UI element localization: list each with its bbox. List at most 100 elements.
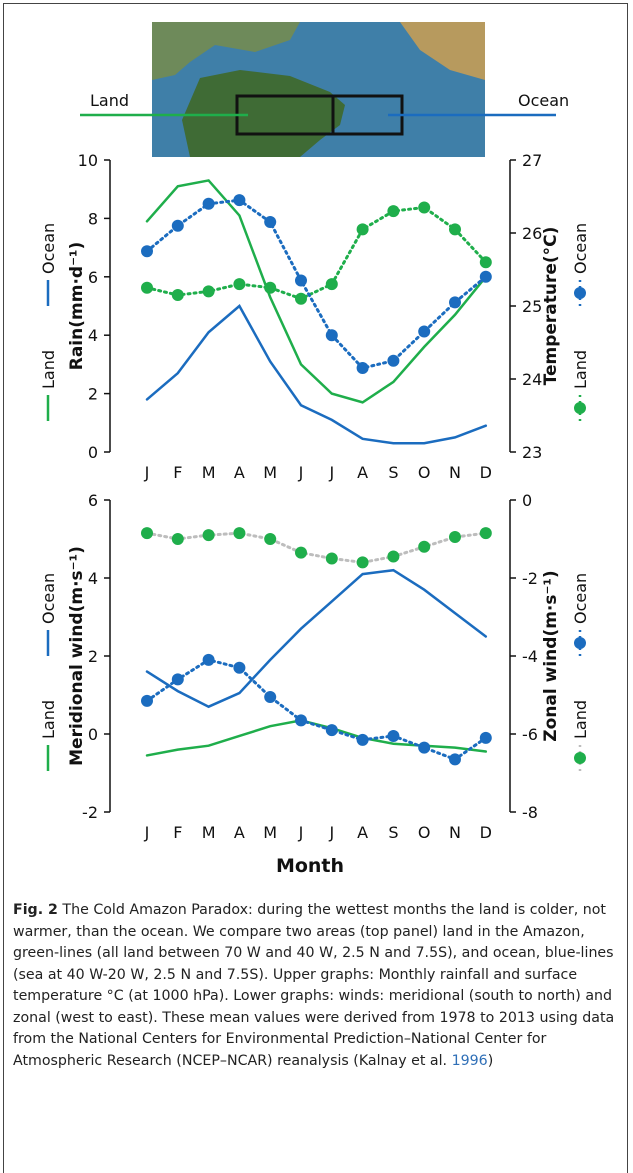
series-marker — [141, 282, 153, 294]
legend-marker — [574, 402, 586, 414]
series-marker — [449, 753, 461, 765]
series-marker — [172, 673, 184, 685]
y-tick-label: 0 — [88, 443, 98, 462]
x-tick-label: J — [298, 463, 304, 482]
x-tick-label: N — [449, 823, 461, 842]
x-tick-label: J — [144, 463, 150, 482]
series-marker — [387, 205, 399, 217]
x-tick-label: O — [418, 823, 431, 842]
y-tick-label: 4 — [88, 569, 98, 588]
series-marker — [264, 691, 276, 703]
map-ocean-label: Ocean — [518, 91, 569, 110]
caption-text: The Cold Amazon Paradox: during the wett… — [13, 902, 614, 1069]
series-marker — [480, 527, 492, 539]
map: Land Ocean — [80, 22, 569, 157]
x-tick-label: J — [328, 463, 334, 482]
series-marker — [233, 527, 245, 539]
legend-label: Ocean — [571, 573, 590, 624]
x-tick-label: A — [357, 463, 368, 482]
y2-tick-label: -2 — [522, 569, 538, 588]
y2-axis-title: Zonal wind(m·s⁻¹) — [541, 570, 561, 741]
y-tick-label: 0 — [88, 725, 98, 744]
series-marker — [141, 695, 153, 707]
series-marker — [480, 732, 492, 744]
x-tick-label: O — [418, 463, 431, 482]
series-marker — [203, 198, 215, 210]
series-line — [147, 207, 486, 298]
series-marker — [264, 216, 276, 228]
series-marker — [326, 553, 338, 565]
series-marker — [264, 282, 276, 294]
x-tick-label: A — [234, 823, 245, 842]
y-axis-title: Meridional wind(m·s⁻¹) — [67, 546, 87, 766]
legend-marker — [574, 287, 586, 299]
series-marker — [203, 285, 215, 297]
y2-tick-label: 0 — [522, 491, 532, 510]
x-tick-label: A — [357, 823, 368, 842]
x-tick-label: J — [298, 823, 304, 842]
x-tick-label: M — [202, 463, 216, 482]
x-tick-label: J — [328, 823, 334, 842]
x-tick-label: M — [263, 823, 277, 842]
series-marker — [449, 296, 461, 308]
y-axis-title: Rain(mm·d⁻¹) — [67, 242, 87, 371]
series-marker — [418, 201, 430, 213]
y-tick-label: 2 — [88, 385, 98, 404]
y-tick-label: 10 — [78, 151, 98, 170]
x-tick-label: S — [388, 823, 398, 842]
series-marker — [357, 362, 369, 374]
series-marker — [172, 220, 184, 232]
series-marker — [233, 194, 245, 206]
x-tick-label: F — [173, 823, 182, 842]
y-tick-label: 6 — [88, 268, 98, 287]
x-tick-label: D — [480, 823, 492, 842]
x-tick-label: S — [388, 463, 398, 482]
series-marker — [141, 527, 153, 539]
legend-label: Land — [571, 350, 590, 389]
series-marker — [480, 256, 492, 268]
y-tick-label: 2 — [88, 647, 98, 666]
y2-tick-label: -6 — [522, 725, 538, 744]
caption-label: Fig. 2 — [13, 902, 58, 918]
y2-tick-label: 27 — [522, 151, 542, 170]
legend-label: Ocean — [571, 223, 590, 274]
legend-label: Land — [39, 700, 58, 739]
series-marker — [326, 329, 338, 341]
y-tick-label: 8 — [88, 209, 98, 228]
series-marker — [295, 293, 307, 305]
y2-tick-label: 23 — [522, 443, 542, 462]
legend-marker — [574, 752, 586, 764]
series-marker — [203, 529, 215, 541]
series-marker — [295, 547, 307, 559]
series-marker — [326, 724, 338, 736]
series-marker — [357, 734, 369, 746]
y2-tick-label: 25 — [522, 297, 542, 316]
series-marker — [326, 278, 338, 290]
y-tick-label: -2 — [82, 803, 98, 822]
y-tick-label: 6 — [88, 491, 98, 510]
map-land-label: Land — [90, 91, 129, 110]
series-marker — [449, 223, 461, 235]
page: Land Ocean 02468102324252627JFMAMJJASOND… — [0, 0, 633, 1164]
x-axis-title: Month — [276, 855, 344, 877]
series-marker — [387, 355, 399, 367]
series-line — [147, 533, 486, 562]
x-tick-label: J — [144, 823, 150, 842]
y-tick-label: 4 — [88, 326, 98, 345]
x-tick-label: N — [449, 463, 461, 482]
series-marker — [480, 271, 492, 283]
y2-tick-label: -4 — [522, 647, 538, 666]
series-marker — [418, 326, 430, 338]
series-marker — [295, 274, 307, 286]
caption-end: ) — [488, 1053, 494, 1069]
legend-label: Land — [571, 700, 590, 739]
series-line — [147, 570, 486, 707]
caption-link[interactable]: 1996 — [452, 1053, 488, 1069]
series-marker — [418, 541, 430, 553]
legend-label: Land — [39, 350, 58, 389]
series-marker — [418, 742, 430, 754]
series-line — [147, 660, 486, 759]
series-line — [147, 306, 486, 443]
y2-tick-label: -8 — [522, 803, 538, 822]
